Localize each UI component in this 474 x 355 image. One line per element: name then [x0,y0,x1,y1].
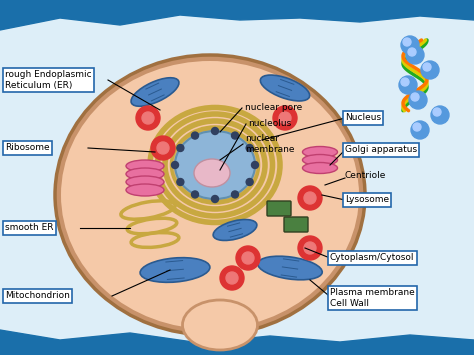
Text: Lysosome: Lysosome [345,196,389,204]
Circle shape [177,144,184,152]
Circle shape [279,112,291,124]
Circle shape [401,78,409,86]
Circle shape [403,38,411,46]
Circle shape [157,142,169,154]
Ellipse shape [173,130,257,200]
Circle shape [408,48,416,56]
Text: Centriole: Centriole [345,171,386,180]
Ellipse shape [175,131,255,199]
Ellipse shape [126,168,164,180]
Circle shape [411,121,429,139]
Circle shape [136,106,160,130]
Circle shape [231,191,238,198]
Circle shape [411,93,419,101]
Circle shape [304,192,316,204]
Text: nuclear pore: nuclear pore [245,104,302,113]
Circle shape [172,162,179,169]
Circle shape [401,36,419,54]
Ellipse shape [126,160,164,172]
Text: nucleolus: nucleolus [248,120,291,129]
Ellipse shape [126,176,164,188]
Circle shape [421,61,439,79]
Circle shape [298,236,322,260]
Ellipse shape [182,300,257,350]
Circle shape [423,63,431,71]
Circle shape [298,186,322,210]
Circle shape [413,123,421,131]
Text: Cytoplasm/Cytosol: Cytoplasm/Cytosol [330,253,414,262]
Text: nuclear
membrane: nuclear membrane [245,134,294,154]
Ellipse shape [302,147,337,158]
Circle shape [226,272,238,284]
Circle shape [431,106,449,124]
Circle shape [191,191,199,198]
Circle shape [211,196,219,202]
Ellipse shape [61,61,359,329]
Ellipse shape [126,184,164,196]
Ellipse shape [131,78,179,106]
Polygon shape [0,330,474,355]
Circle shape [246,179,253,186]
Ellipse shape [258,256,322,280]
Text: Ribosome: Ribosome [5,143,50,153]
Circle shape [304,242,316,254]
Text: smooth ER: smooth ER [5,224,54,233]
Ellipse shape [194,159,230,187]
Text: Nucleus: Nucleus [345,114,381,122]
Ellipse shape [55,55,365,335]
Ellipse shape [260,75,310,101]
Text: Mitochondrion: Mitochondrion [5,291,70,300]
Ellipse shape [140,258,210,282]
Circle shape [211,127,219,135]
Ellipse shape [302,163,337,174]
Ellipse shape [213,219,257,240]
Circle shape [273,106,297,130]
Circle shape [246,144,253,152]
Circle shape [409,91,427,109]
Ellipse shape [302,154,337,165]
Circle shape [191,132,199,139]
Circle shape [242,252,254,264]
Circle shape [252,162,258,169]
Text: Golgi apparatus: Golgi apparatus [345,146,417,154]
Polygon shape [0,0,474,30]
Circle shape [406,46,424,64]
FancyBboxPatch shape [284,217,308,232]
Circle shape [231,132,238,139]
Circle shape [220,266,244,290]
Text: rough Endoplasmic
Reticulum (ER): rough Endoplasmic Reticulum (ER) [5,70,91,90]
FancyBboxPatch shape [267,201,291,216]
Circle shape [177,179,184,186]
Circle shape [236,246,260,270]
Circle shape [433,108,441,116]
Circle shape [142,112,154,124]
Circle shape [399,76,417,94]
Text: Plasma membrane
Cell Wall: Plasma membrane Cell Wall [330,288,415,308]
Circle shape [151,136,175,160]
